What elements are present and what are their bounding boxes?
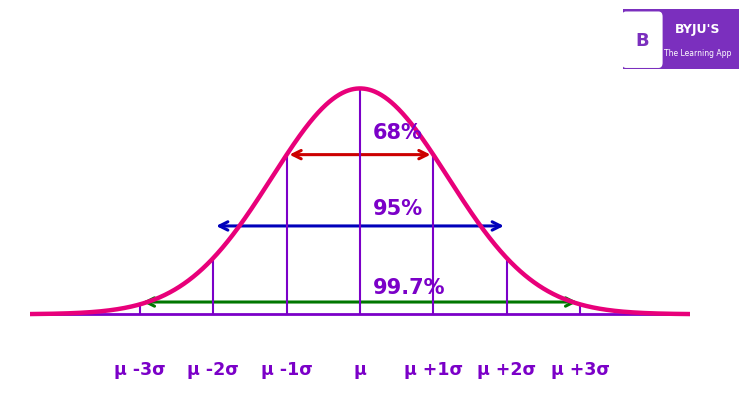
FancyBboxPatch shape bbox=[622, 12, 662, 69]
Text: The Learning App: The Learning App bbox=[664, 49, 732, 58]
Text: 95%: 95% bbox=[374, 198, 423, 218]
Text: 99.7%: 99.7% bbox=[374, 278, 446, 297]
Text: 68%: 68% bbox=[374, 123, 423, 143]
Text: B: B bbox=[635, 31, 649, 49]
Text: BYJU'S: BYJU'S bbox=[675, 23, 721, 36]
FancyBboxPatch shape bbox=[621, 9, 740, 71]
